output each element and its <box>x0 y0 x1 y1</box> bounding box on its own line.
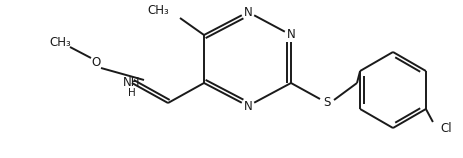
Text: Cl: Cl <box>439 122 450 134</box>
Text: CH₃: CH₃ <box>49 36 71 49</box>
Text: N: N <box>286 28 295 42</box>
Text: H: H <box>128 88 136 98</box>
Text: N: N <box>243 100 252 112</box>
Text: N: N <box>243 6 252 18</box>
Text: O: O <box>91 57 100 70</box>
Text: S: S <box>323 97 330 109</box>
Text: NH: NH <box>123 76 140 89</box>
Text: CH₃: CH₃ <box>147 3 169 16</box>
